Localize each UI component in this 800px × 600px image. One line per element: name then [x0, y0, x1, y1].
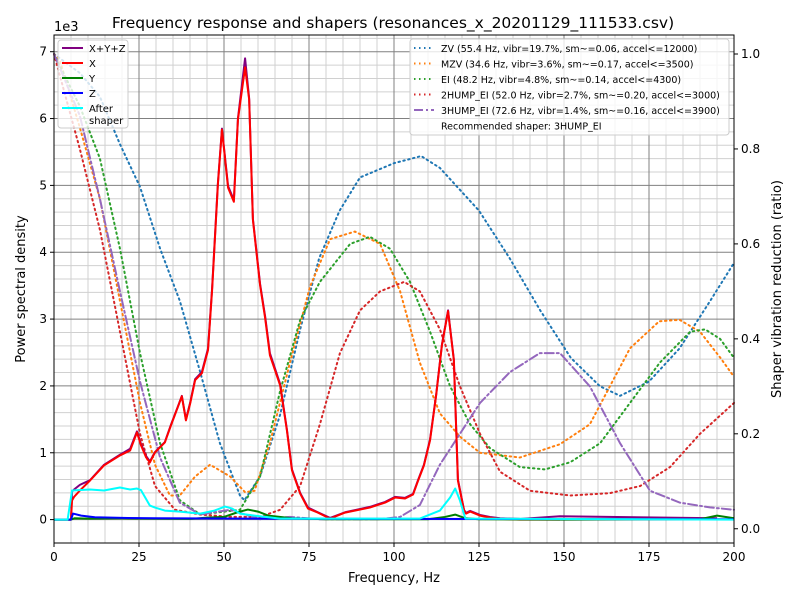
shaper-line-ei — [53, 52, 735, 516]
legend-label: X — [89, 59, 96, 70]
y2-tick-label: 0.8 — [741, 142, 760, 156]
grid — [53, 35, 735, 543]
legend-right: ZV (55.4 Hz, vibr=19.7%, sm~=0.06, accel… — [409, 38, 730, 136]
legend-label: X+Y+Z — [89, 44, 126, 55]
psd-line-after-shaper — [54, 486, 735, 521]
legend-label: EI (48.2 Hz, vibr=4.8%, sm~=0.14, accel<… — [441, 75, 681, 86]
x-tick-label: 175 — [638, 550, 661, 564]
y-tick-label: 1 — [39, 446, 47, 460]
shaper-line-3hump_ei — [53, 52, 735, 521]
legend-label: MZV (34.6 Hz, vibr=3.6%, sm~=0.17, accel… — [441, 60, 693, 71]
y-tick-label: 0 — [39, 513, 47, 527]
legend-label-line: X — [89, 59, 96, 70]
legend-label: 2HUMP_EI (52.0 Hz, vibr=2.7%, sm~=0.20, … — [441, 91, 720, 102]
x-tick-label: 150 — [553, 550, 576, 564]
y-axis-label: Power spectral density — [14, 215, 29, 363]
legend-label-line: Y — [88, 74, 96, 85]
x-tick-label: 100 — [383, 550, 406, 564]
x-axis-label: Frequency, Hz — [348, 571, 440, 586]
y2-tick-label: 1.0 — [741, 47, 760, 61]
chart-title: Frequency response and shapers (resonanc… — [112, 14, 674, 33]
y2-tick-label: 0.6 — [741, 237, 760, 251]
x-tick-label: 0 — [50, 550, 58, 564]
shaper-line-mzv — [53, 52, 735, 497]
psd-line-x — [54, 66, 560, 521]
legend-label: Y — [88, 74, 96, 85]
y-tick-label: 7 — [39, 45, 47, 59]
legend-label-line: Z — [89, 89, 96, 100]
axis-ticks: 0 25 50 75 100 125 150 175 200 0 1 2 3 4 5 6 7 0.0 0.2 0.4 0… — [39, 45, 760, 564]
y2-tick-label: 0.2 — [741, 427, 760, 441]
y-tick-label: 6 — [39, 112, 47, 126]
x-tick-label: 50 — [216, 550, 231, 564]
y2-axis-label: Shaper vibration reduction (ratio) — [770, 180, 785, 398]
y-tick-label: 4 — [39, 245, 47, 259]
shaper-line-zv — [53, 52, 735, 502]
legend-left: X+Y+Z XYZ After shaper — [57, 39, 129, 129]
recommended-shaper-note: Recommended shaper: 3HUMP_EI — [441, 122, 602, 133]
legend-right-frame — [409, 38, 730, 136]
y2-tick-label: 0.4 — [741, 332, 760, 346]
legend-label: Z — [89, 89, 96, 100]
y-tick-label: 3 — [39, 312, 47, 326]
legend-label: ZV (55.4 Hz, vibr=19.7%, sm~=0.06, accel… — [441, 44, 697, 55]
legend-label-line: After — [89, 104, 114, 115]
y-tick-label: 5 — [39, 178, 47, 192]
x-tick-label: 125 — [468, 550, 491, 564]
x-tick-label: 200 — [723, 550, 746, 564]
y-offset-label: 1e3 — [54, 20, 79, 35]
legend-label: After shaper — [89, 104, 124, 127]
x-tick-label: 25 — [131, 550, 146, 564]
x-tick-label: 75 — [301, 550, 316, 564]
legend-label: 3HUMP_EI (72.6 Hz, vibr=1.4%, sm~=0.16, … — [441, 106, 720, 117]
legend-label-line: X+Y+Z — [89, 44, 126, 55]
shaper-line-2hump_ei — [53, 52, 735, 518]
legend-label-line: shaper — [89, 116, 124, 127]
y-tick-label: 2 — [39, 379, 47, 393]
y2-tick-label: 0.0 — [741, 522, 760, 536]
plot-lines — [53, 52, 735, 521]
